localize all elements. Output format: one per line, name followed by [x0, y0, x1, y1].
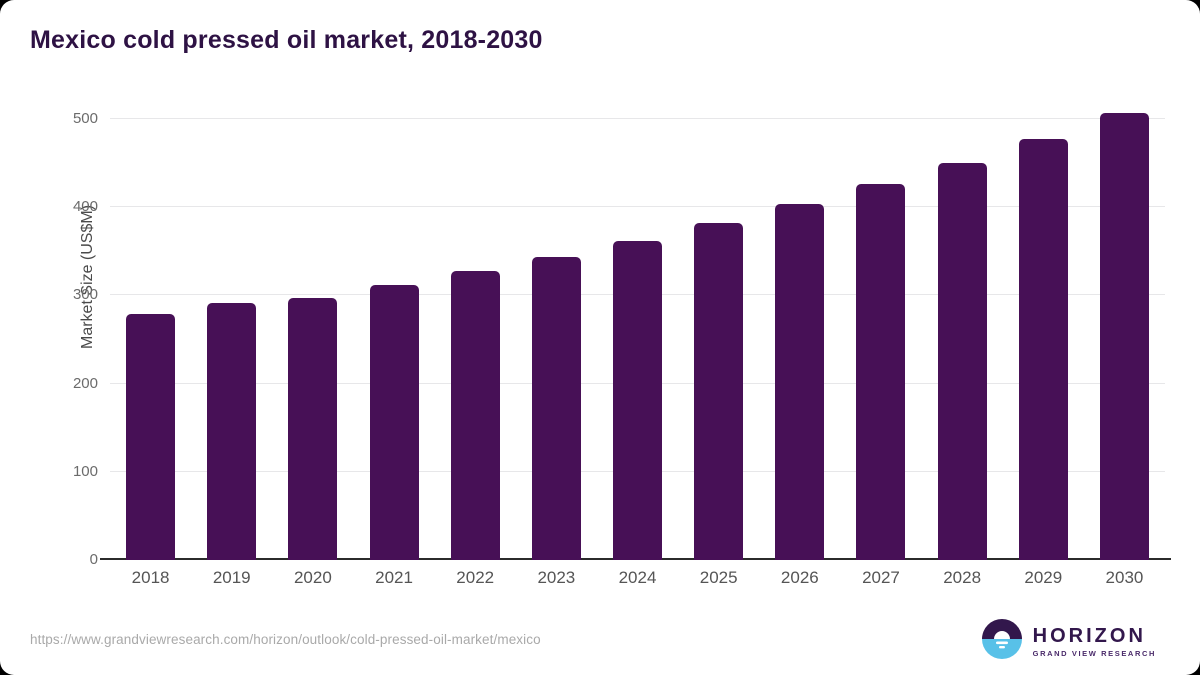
source-url: https://www.grandviewresearch.com/horizo… [30, 632, 541, 647]
bar-2030 [1099, 112, 1149, 560]
x-label-2021: 2021 [375, 568, 413, 587]
bar-slot-2020 [272, 105, 353, 560]
bar-slot-2024 [597, 105, 678, 560]
bar-2023 [531, 256, 581, 560]
bar-slot-2030 [1084, 105, 1165, 560]
bar-series [110, 105, 1165, 560]
x-label-2024: 2024 [618, 568, 657, 587]
y-axis-title: Market Size (US$M) [79, 204, 97, 349]
bar-slot-2027 [840, 105, 921, 560]
horizon-logo: HORIZON GRAND VIEW RESEARCH [981, 618, 1156, 665]
x-label-2025: 2025 [699, 568, 738, 587]
bar-slot-2023 [516, 105, 597, 560]
bar-slot-2029 [1003, 105, 1084, 560]
bar-slot-2022 [435, 105, 516, 560]
x-label-2020: 2020 [293, 568, 332, 587]
x-label-2029: 2029 [1024, 568, 1063, 587]
bar-2026 [775, 203, 825, 560]
bar-2027 [856, 184, 906, 560]
x-label-2030: 2030 [1105, 568, 1144, 587]
bar-2025 [694, 223, 744, 560]
y-tick-label-100: 100 [72, 462, 98, 480]
x-label-2028: 2028 [943, 568, 982, 587]
bar-2029 [1018, 138, 1068, 560]
gridline-500 [110, 118, 1165, 120]
x-axis-labels: 2018 2019 2020 2021 2022 2023 2024 2025 2026 2027… [110, 568, 1165, 588]
bar-slot-2019 [191, 105, 272, 560]
y-tick-label-300: 300 [72, 286, 98, 304]
bar-2021 [369, 284, 419, 560]
bar-slot-2028 [922, 105, 1003, 560]
x-label-2018: 2018 [131, 568, 170, 587]
bar-slot-2025 [678, 105, 759, 560]
y-tick-label-0: 0 [89, 551, 98, 568]
logo-name: HORIZON [1032, 625, 1146, 647]
gridline-400 [110, 206, 1165, 208]
bar-2018 [126, 313, 176, 560]
bar-slot-2018 [110, 105, 191, 560]
x-label-2022: 2022 [456, 568, 495, 587]
bar-slot-2026 [759, 105, 840, 560]
x-label-2019: 2019 [212, 568, 251, 587]
bar-2024 [613, 240, 663, 560]
x-label-2023: 2023 [537, 568, 576, 587]
y-tick-label-200: 200 [72, 374, 98, 392]
bar-2019 [207, 303, 257, 560]
bar-slot-2021 [353, 105, 434, 560]
logo-text: HORIZON GRAND VIEW RESEARCH [1033, 625, 1156, 658]
y-tick-label-400: 400 [72, 198, 98, 216]
bar-2020 [288, 298, 338, 560]
y-tick-label-500: 500 [72, 110, 98, 128]
x-label-2026: 2026 [780, 568, 819, 587]
bar-2028 [937, 163, 987, 560]
x-label-2027: 2027 [862, 568, 900, 587]
logo-subtitle: GRAND VIEW RESEARCH [1032, 649, 1156, 658]
horizon-sun-circle-icon [981, 618, 1023, 665]
bar-2022 [450, 270, 500, 560]
chart-title: Mexico cold pressed oil market, 2018-203… [30, 26, 543, 54]
